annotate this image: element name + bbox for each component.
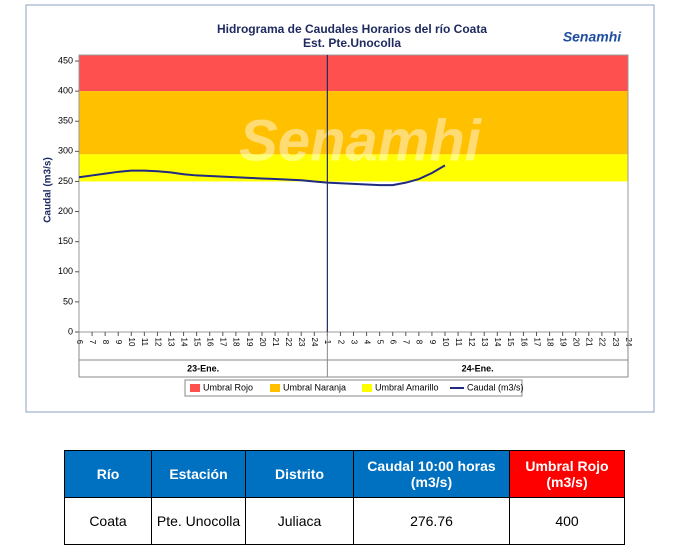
x-tick-label: 15 (193, 338, 202, 347)
data-row: Coata Pte. Unocolla Juliaca 276.76 400 (64, 497, 625, 545)
x-tick-label: 7 (402, 340, 411, 345)
x-tick-label: 9 (114, 340, 123, 345)
x-tick-label: 10 (127, 338, 136, 347)
cell: Juliaca (245, 497, 354, 545)
header-cell: Estación (151, 450, 246, 498)
x-tick-label: 7 (88, 340, 97, 345)
x-tick-label: 10 (441, 338, 450, 347)
x-tick-label: 18 (232, 338, 241, 347)
x-tick-label: 14 (493, 338, 502, 347)
x-tick-label: 8 (415, 340, 424, 345)
x-tick-label: 13 (480, 338, 489, 347)
cell: 276.76 (353, 497, 510, 545)
legend-label: Umbral Amarillo (375, 382, 439, 392)
x-tick-label: 20 (572, 338, 581, 347)
summary-table: Río Estación Distrito Caudal 10:00 horas… (64, 450, 625, 545)
legend-label: Caudal (m3/s) (467, 382, 524, 392)
chart-subtitle: Est. Pte.Unocolla (303, 36, 401, 50)
header-cell: Río (64, 450, 152, 498)
y-tick-label: 50 (63, 296, 73, 306)
cell: Pte. Unocolla (151, 497, 246, 545)
x-tick-label: 17 (532, 338, 541, 347)
threshold-band (79, 154, 628, 182)
legend-swatch (190, 384, 200, 392)
header-cell: Umbral Rojo (m3/s) (509, 450, 625, 498)
x-tick-label: 23 (611, 338, 620, 347)
x-tick-label: 12 (467, 338, 476, 347)
legend-swatch (270, 384, 280, 392)
y-tick-label: 250 (58, 176, 73, 186)
chart-title: Hidrograma de Caudales Horarios del río … (217, 22, 487, 36)
header-cell: Distrito (245, 450, 354, 498)
x-tick-label: 5 (376, 340, 385, 345)
y-tick-label: 150 (58, 236, 73, 246)
y-tick-label: 400 (58, 86, 73, 96)
day-label: 24-Ene. (462, 363, 494, 373)
x-tick-label: 11 (454, 338, 463, 347)
x-tick-label: 17 (219, 338, 228, 347)
threshold-band (79, 91, 628, 155)
x-tick-label: 19 (245, 338, 254, 347)
x-tick-label: 13 (166, 338, 175, 347)
data-line (78, 164, 446, 187)
y-axis-label: Caudal (m3/s) (43, 157, 54, 223)
x-tick-label: 3 (349, 340, 358, 345)
x-tick-label: 15 (506, 338, 515, 347)
x-tick-label: 8 (101, 340, 110, 345)
x-tick-label: 23 (297, 338, 306, 347)
legend-swatch (362, 384, 372, 392)
y-tick-label: 0 (68, 326, 73, 336)
header-cell: Caudal 10:00 horas (m3/s) (353, 450, 510, 498)
cell: Coata (64, 497, 152, 545)
x-tick-label: 20 (258, 338, 267, 347)
x-tick-label: 2 (336, 340, 345, 345)
header-row: Río Estación Distrito Caudal 10:00 horas… (64, 450, 625, 498)
x-tick-label: 9 (428, 340, 437, 345)
x-tick-label: 24 (310, 338, 319, 347)
x-tick-label: 16 (206, 338, 215, 347)
cell: 400 (509, 497, 625, 545)
day-label: 23-Ene. (187, 363, 219, 373)
legend-label: Umbral Rojo (203, 382, 253, 392)
x-tick-label: 22 (598, 338, 607, 347)
y-tick-label: 100 (58, 266, 73, 276)
chart: Hidrograma de Caudales Horarios del río … (25, 4, 655, 413)
x-tick-label: 6 (389, 340, 398, 345)
watermark: Senamhi (239, 108, 483, 173)
x-tick-label: 19 (559, 338, 568, 347)
x-tick-label: 21 (271, 338, 280, 347)
y-tick-label: 450 (58, 55, 73, 65)
x-tick-label: 21 (585, 338, 594, 347)
x-tick-label: 14 (179, 338, 188, 347)
legend-box (184, 379, 523, 397)
x-tick-label: 11 (140, 338, 149, 347)
y-tick-label: 300 (58, 146, 73, 156)
x-tick-label: 16 (519, 338, 528, 347)
x-tick-label: 4 (362, 340, 371, 345)
x-tick-label: 12 (153, 338, 162, 347)
threshold-band (79, 55, 628, 92)
y-tick-label: 200 (58, 206, 73, 216)
legend-label: Umbral Naranja (283, 382, 346, 392)
y-tick-label: 350 (58, 116, 73, 126)
x-tick-label: 22 (284, 338, 293, 347)
x-tick-label: 18 (545, 338, 554, 347)
logo: Senamhi (563, 29, 622, 45)
